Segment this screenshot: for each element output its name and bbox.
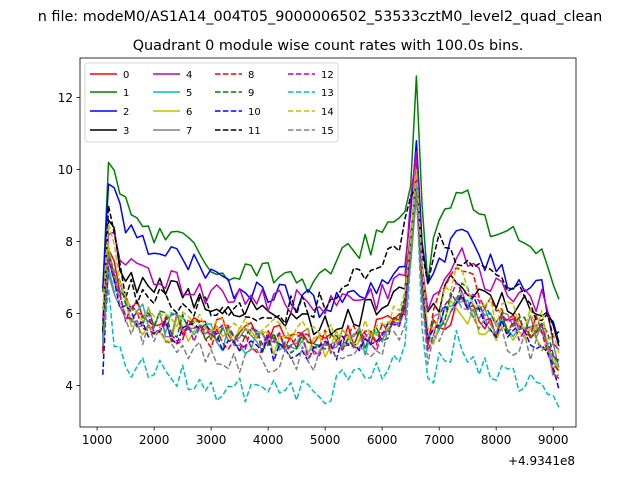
figure-suptitle: n file: modeM0/AS1A14_004T05_9000006502_…	[38, 9, 603, 25]
x-tick-label: 4000	[253, 433, 284, 447]
x-tick-label: 9000	[538, 433, 569, 447]
y-tick-label: 12	[58, 91, 73, 105]
x-tick-label: 3000	[196, 433, 227, 447]
series-line-13	[102, 183, 560, 408]
series-line-10	[102, 190, 560, 390]
legend-label-4: 4	[186, 70, 192, 81]
legend-label-12: 12	[321, 70, 334, 81]
y-axis-ticks: 4 6 8 10 12	[58, 91, 80, 393]
legend-label-9: 9	[248, 88, 254, 99]
chart-title: Quadrant 0 module wise count rates with …	[133, 38, 524, 54]
legend-label-2: 2	[123, 107, 129, 118]
series-line-3	[102, 183, 560, 347]
x-tick-label: 8000	[481, 433, 512, 447]
y-tick-label: 4	[65, 379, 73, 393]
legend-label-0: 0	[123, 70, 129, 81]
y-tick-label: 6	[65, 307, 73, 321]
series-line-4	[102, 150, 560, 351]
x-tick-label: 6000	[367, 433, 398, 447]
series-line-8	[102, 176, 560, 372]
legend-label-15: 15	[321, 126, 334, 137]
legend-label-14: 14	[321, 107, 334, 118]
x-tick-label: 1000	[82, 433, 113, 447]
axes-frame	[79, 57, 577, 428]
y-tick-label: 8	[65, 235, 73, 249]
x-tick-label: 2000	[139, 433, 170, 447]
series-line-14	[102, 168, 560, 354]
x-axis-offset-label: +4.9341e8	[508, 454, 575, 468]
legend-frame	[84, 62, 339, 143]
legend-label-3: 3	[123, 126, 129, 137]
series-line-15	[102, 194, 560, 378]
legend-label-8: 8	[248, 70, 254, 81]
y-tick-label: 10	[58, 163, 73, 177]
x-axis-ticks: 1000 2000 3000 4000 5000 6000 7000 8000 9000	[82, 427, 569, 447]
legend-label-13: 13	[321, 88, 334, 99]
series-line-1	[102, 75, 560, 300]
legend-label-1: 1	[123, 88, 129, 99]
legend-label-11: 11	[248, 126, 261, 137]
x-tick-label: 7000	[424, 433, 455, 447]
legend-label-5: 5	[186, 88, 192, 99]
series-line-11	[102, 186, 560, 338]
series-line-5	[102, 183, 560, 372]
series-layer	[102, 75, 560, 408]
legend-label-10: 10	[248, 107, 261, 118]
series-line-7	[102, 194, 560, 368]
legend-label-6: 6	[186, 107, 192, 118]
legend-label-7: 7	[186, 126, 192, 137]
x-tick-label: 5000	[310, 433, 341, 447]
series-line-9	[102, 176, 560, 365]
